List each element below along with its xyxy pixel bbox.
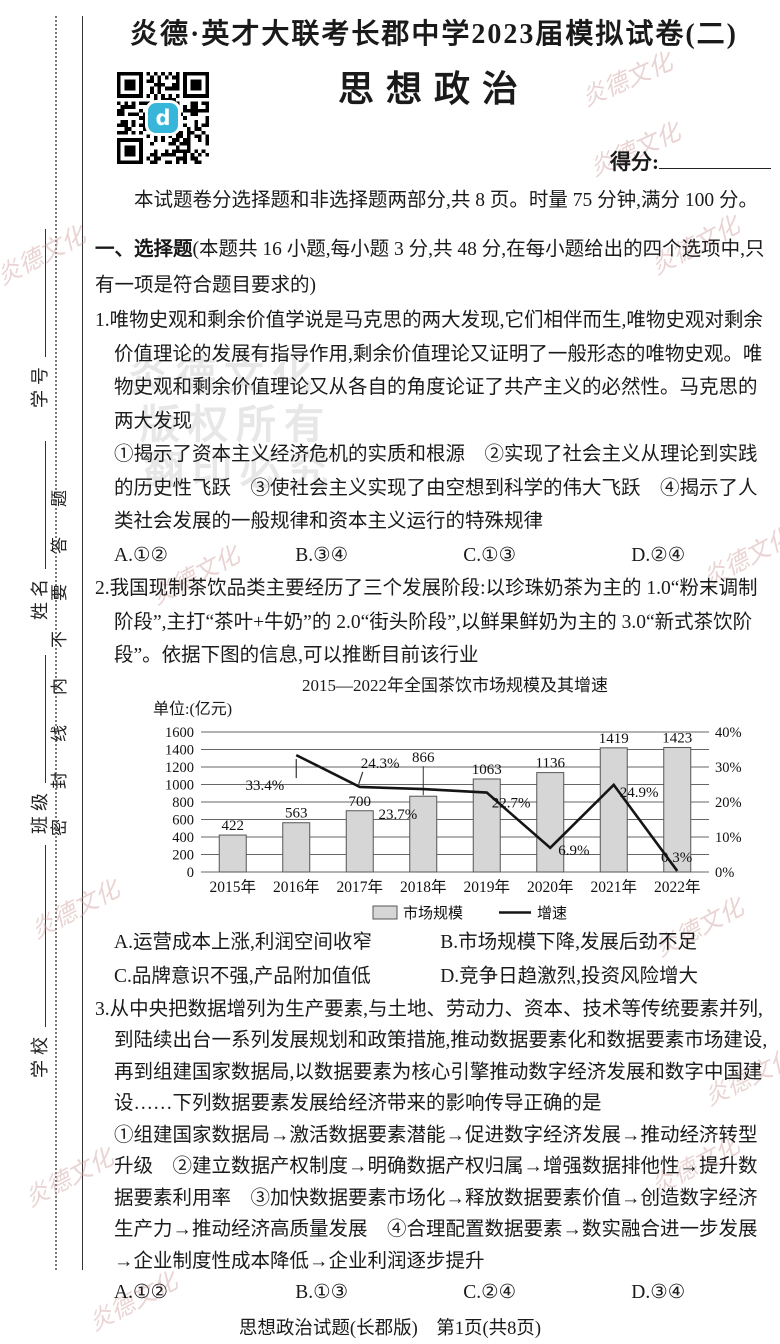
qr-logo-icon: d xyxy=(148,103,178,133)
svg-text:600: 600 xyxy=(172,812,194,828)
qr-logo-letter: d xyxy=(155,106,171,130)
svg-text:1419: 1419 xyxy=(599,730,629,746)
svg-text:0.3%: 0.3% xyxy=(661,849,692,865)
page-footer: 思想政治试题(长郡版) 第1页(共8页) xyxy=(238,1319,542,1339)
options-row: A.运营成本上涨,利润空间收窄 B.市场规模下降,发展后劲不足 xyxy=(114,926,773,960)
svg-text:0: 0 xyxy=(187,865,194,881)
sidebar-field-school: 学校 xyxy=(26,845,52,1078)
svg-text:10%: 10% xyxy=(715,830,742,846)
option-a: A.①② xyxy=(114,544,168,566)
exam-instructions: 本试题卷分选择题和非选择题两部分,共 8 页。时量 75 分钟,满分 100 分… xyxy=(134,190,759,211)
option-d: D.③④ xyxy=(631,1282,686,1303)
svg-text:40%: 40% xyxy=(715,725,742,741)
svg-text:24.3%: 24.3% xyxy=(361,755,400,771)
svg-text:1136: 1136 xyxy=(536,755,566,771)
svg-text:增速: 增速 xyxy=(537,905,567,922)
question-number: 2. xyxy=(95,578,110,599)
option-c: C.②④ xyxy=(463,1282,517,1303)
option-d: D.②④ xyxy=(631,544,686,566)
svg-text:563: 563 xyxy=(285,805,308,821)
svg-text:30%: 30% xyxy=(715,760,742,776)
svg-text:1200: 1200 xyxy=(165,760,194,776)
svg-text:2018年: 2018年 xyxy=(400,878,447,896)
svg-text:2017年: 2017年 xyxy=(336,878,383,896)
option-a: A.①② xyxy=(114,1282,168,1303)
section-note: (本题共 16 小题,每小题 3 分,共 48 分,在每小题给出的四个选项中,只… xyxy=(95,239,765,296)
seal-dotted-line xyxy=(55,16,57,1270)
svg-text:400: 400 xyxy=(172,830,194,846)
sidebar-field-student-number: 学号 xyxy=(26,229,52,408)
section-title: 一、选择题 xyxy=(95,239,193,260)
score-blank-line xyxy=(659,164,771,169)
option-b: B.①③ xyxy=(295,1282,349,1303)
qr-pattern xyxy=(117,72,209,164)
main-column: 炎德·英才大联考长郡中学2023届模拟试卷(二) d 思想政治 得分: 本试题卷… xyxy=(95,14,773,1309)
option-c: C.①③ xyxy=(463,544,517,566)
svg-text:33.4%: 33.4% xyxy=(246,778,285,794)
svg-text:22.7%: 22.7% xyxy=(492,795,531,811)
svg-text:2015年: 2015年 xyxy=(209,878,256,896)
svg-text:24.9%: 24.9% xyxy=(620,784,659,800)
svg-text:6.9%: 6.9% xyxy=(558,842,589,858)
exam-title: 炎德·英才大联考长郡中学2023届模拟试卷(二) xyxy=(130,19,738,50)
question-3: 3.从中央把数据增列为生产要素,与土地、劳动力、资本、技术等传统要素并列,到陆续… xyxy=(95,994,773,1309)
question-number: 3. xyxy=(95,998,110,1020)
svg-text:1423: 1423 xyxy=(662,730,692,746)
svg-text:2021年: 2021年 xyxy=(590,878,637,896)
question-2: 2.我国现制茶饮品类主要经历了三个发展阶段:以珍珠奶茶为主的 1.0“粉末调制阶… xyxy=(95,572,773,994)
options-row: A.①② B.①③ C.②④ D.③④ xyxy=(114,1277,773,1309)
field-label: 学校 xyxy=(30,1032,50,1078)
question-items: ①组建国家数据局→激活数据要素潜能→促进数字经济发展→推动经济转型升级 ②建立数… xyxy=(114,1124,758,1272)
svg-text:0%: 0% xyxy=(715,865,734,881)
svg-text:20%: 20% xyxy=(715,795,742,811)
options-row: C.品牌意识不强,产品附加值低 D.竞争日趋激烈,投资风险增大 xyxy=(114,960,773,994)
svg-text:2019年: 2019年 xyxy=(463,878,510,896)
svg-text:200: 200 xyxy=(172,847,194,863)
svg-text:700: 700 xyxy=(349,793,372,809)
svg-text:800: 800 xyxy=(172,795,194,811)
svg-text:1600: 1600 xyxy=(165,725,194,741)
qr-code: d xyxy=(117,72,209,164)
option-d: D.竞争日趋激烈,投资风险增大 xyxy=(440,965,699,987)
chart-title: 2015—2022年全国茶饮市场规模及其增速 xyxy=(302,675,608,695)
seal-text: 密封线内不要答题 xyxy=(50,460,69,836)
option-b: B.市场规模下降,发展后劲不足 xyxy=(440,931,697,953)
svg-text:422: 422 xyxy=(222,818,245,834)
svg-text:1063: 1063 xyxy=(472,761,502,777)
tea-market-chart: 2015—2022年全国茶饮市场规模及其增速 单位:(亿元) 0 200 400 60… xyxy=(147,675,763,926)
question-number: 1. xyxy=(95,310,110,331)
option-b: B.③④ xyxy=(295,544,349,566)
svg-text:1400: 1400 xyxy=(165,742,194,758)
chart-unit-label: 单位:(亿元) xyxy=(153,700,233,718)
score-field: 得分: xyxy=(610,146,771,176)
question-stem: 2.我国现制茶饮品类主要经历了三个发展阶段:以珍珠奶茶为主的 1.0“粉末调制阶… xyxy=(95,578,758,666)
question-stem: 1.唯物史观和剩余价值学说是马克思的两大发现,它们相伴而生,唯物史观对剩余价值理… xyxy=(95,310,763,432)
question-1: 1.唯物史观和剩余价值学说是马克思的两大发现,它们相伴而生,唯物史观对剩余价值理… xyxy=(95,304,773,572)
option-a: A.运营成本上涨,利润空间收窄 xyxy=(114,931,372,953)
subject-title: 思想政治 xyxy=(337,69,530,109)
svg-text:2016年: 2016年 xyxy=(273,878,320,896)
options-row: A.①② B.③④ C.①③ D.②④ xyxy=(114,539,773,573)
field-blank-line xyxy=(41,229,46,357)
field-blank-line xyxy=(41,845,46,1027)
svg-text:2020年: 2020年 xyxy=(527,878,574,896)
svg-text:866: 866 xyxy=(412,750,435,766)
option-c: C.品牌意识不强,产品附加值低 xyxy=(114,965,371,987)
section-header: 一、选择题(本题共 16 小题,每小题 3 分,共 48 分,在每小题给出的四个… xyxy=(95,232,773,304)
svg-text:1000: 1000 xyxy=(165,777,194,793)
margin-solid-line xyxy=(82,16,83,1270)
svg-text:市场规模: 市场规模 xyxy=(403,905,463,922)
svg-text:23.7%: 23.7% xyxy=(379,807,418,823)
question-items: ①揭示了资本主义经济危机的实质和根源 ②实现了社会主义从理论到实践的历史性飞跃 … xyxy=(114,444,758,532)
svg-text:2022年: 2022年 xyxy=(654,878,701,896)
question-stem: 3.从中央把数据增列为生产要素,与土地、劳动力、资本、技术等传统要素并列,到陆续… xyxy=(95,998,768,1115)
field-label: 学号 xyxy=(30,362,50,408)
score-label: 得分: xyxy=(610,150,659,174)
